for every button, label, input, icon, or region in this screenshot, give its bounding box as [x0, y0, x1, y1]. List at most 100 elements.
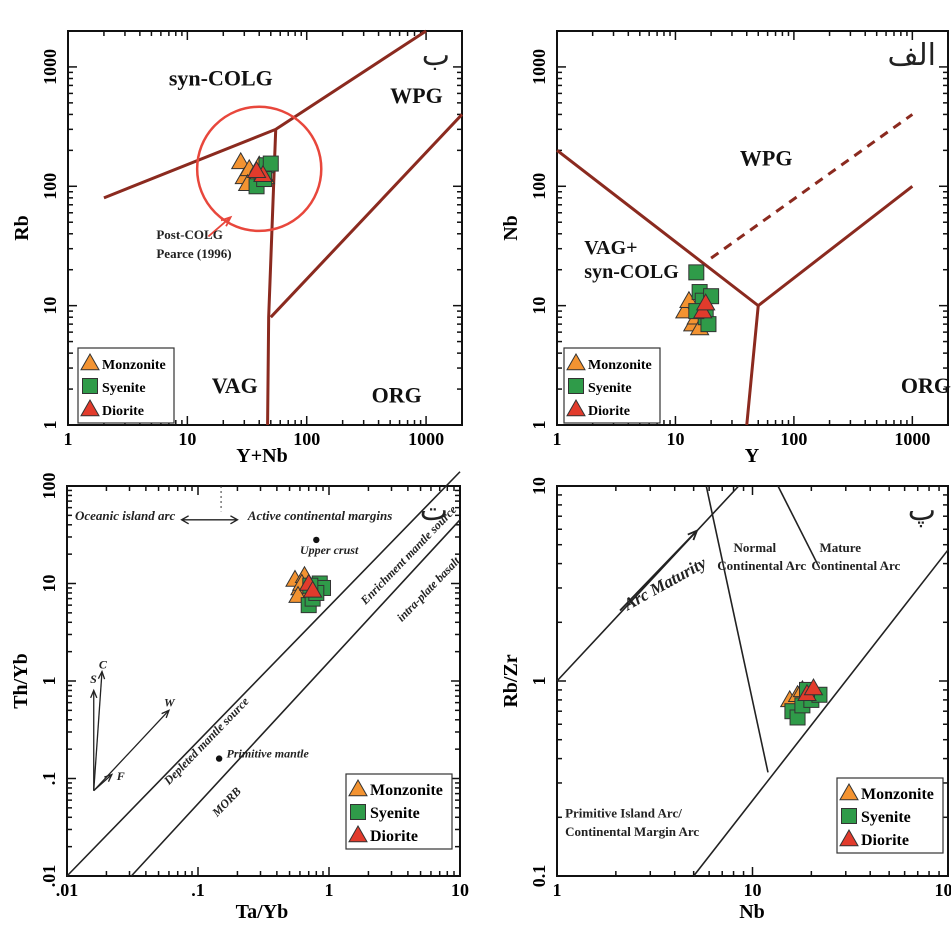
- field-label: VAG: [212, 373, 258, 398]
- y-axis-title: Nb: [500, 215, 522, 241]
- legend-marker: [566, 352, 586, 371]
- legend-label: Monzonite: [588, 358, 652, 373]
- panel-letter: ب: [422, 38, 450, 73]
- legend-label: Diorite: [588, 404, 630, 419]
- vector-line: [93, 773, 113, 792]
- field-label: ORG: [901, 373, 951, 398]
- annotation: Continental Arc: [811, 558, 900, 573]
- boundary-line: [556, 485, 740, 682]
- legend-marker: [841, 808, 857, 824]
- y-tick-label: 10: [40, 297, 60, 315]
- legend-label: Monzonite: [370, 782, 443, 799]
- y-tick-label: 10: [529, 297, 549, 315]
- boundary-line: [705, 485, 769, 773]
- legend-label: Diorite: [370, 828, 418, 845]
- legend-marker: [348, 824, 368, 843]
- legend-marker: [839, 828, 859, 847]
- x-tick-label: 1: [325, 880, 334, 900]
- legend-marker: [839, 782, 859, 801]
- annotation: Oceanic island arc: [75, 508, 176, 523]
- y-tick-label: 100: [39, 473, 59, 500]
- legend-marker: [82, 378, 98, 394]
- annotation: Active continental margins: [247, 508, 392, 523]
- legend-label: Syenite: [102, 381, 146, 396]
- x-tick-label: 100: [780, 429, 807, 449]
- vector-line: [93, 671, 103, 791]
- legend-label: Monzonite: [861, 786, 934, 803]
- diorite-point: [803, 678, 824, 696]
- arrow-head: [220, 215, 233, 227]
- annotation: Primitive mantle: [226, 746, 309, 760]
- legend-marker: [566, 398, 586, 417]
- field-label: VAG+: [584, 237, 637, 259]
- annotation: Pearce (1996): [156, 246, 231, 261]
- x-axis-title: Nb: [739, 901, 765, 923]
- y-tick-label: 10: [529, 477, 549, 495]
- x-tick-label: .1: [191, 880, 205, 900]
- vector-head: [104, 773, 114, 782]
- x-tick-label: 1: [553, 880, 562, 900]
- boundary-line: [777, 485, 821, 569]
- annotation: Mature: [819, 540, 861, 555]
- panel-letter: پ: [908, 493, 936, 528]
- legend: Monzonite Syenite Diorite: [77, 347, 175, 424]
- panel-letter: ت: [420, 493, 448, 528]
- x-tick-label: 100: [935, 880, 951, 900]
- legend-label: Diorite: [102, 404, 144, 419]
- double-arrow-head: [230, 515, 239, 525]
- panel-letter: الف: [887, 38, 936, 73]
- y-tick-label: 100: [40, 173, 60, 200]
- boundary-line: [66, 471, 461, 877]
- y-tick-label: 0.1: [529, 865, 549, 888]
- arrow-line: [207, 216, 232, 238]
- y-tick-label: 1000: [40, 49, 60, 85]
- annotation: Primitive Island Arc/: [565, 805, 682, 820]
- annotation: C: [99, 657, 108, 671]
- diorite-point: [695, 293, 716, 311]
- x-axis-title: Ta/Yb: [236, 901, 289, 923]
- post-colg-circle: [195, 105, 323, 233]
- legend-marker: [350, 804, 366, 820]
- annotation: Normal: [734, 540, 777, 555]
- annotation: Post-COLG: [156, 227, 222, 242]
- field-label: WPG: [740, 145, 793, 170]
- boundary-line: [693, 549, 949, 877]
- y-tick-label: 1: [39, 677, 59, 686]
- boundary-line: [266, 129, 278, 426]
- arrow-head: [687, 529, 699, 541]
- annotation: Continental Arc: [717, 558, 806, 573]
- legend-label: Syenite: [861, 809, 911, 826]
- y-axis-title: Rb: [11, 215, 33, 241]
- panel-b: 1 10 100 1000 1 10 100 1000 Y+Nb Rb syn-COLG WPG VAG…: [11, 29, 464, 467]
- boundary-line: [130, 519, 461, 877]
- syenite-point: [688, 264, 705, 281]
- y-tick-label: .1: [39, 772, 59, 786]
- syenite-point: [262, 155, 279, 172]
- legend-label: Syenite: [370, 805, 420, 822]
- field-label: WPG: [390, 83, 443, 108]
- boundary-line: [269, 113, 464, 319]
- reference-dot: [313, 536, 320, 544]
- x-axis-title: Y: [745, 445, 760, 467]
- reference-dot: [215, 755, 223, 762]
- legend-marker: [80, 352, 100, 371]
- annotation: W: [164, 695, 176, 709]
- annotation: F: [116, 769, 125, 783]
- x-axis-title: Y+Nb: [236, 445, 287, 467]
- y-axis-title: Rb/Zr: [500, 654, 522, 707]
- x-tick-label: .01: [56, 880, 79, 900]
- field-label: syn-COLG: [584, 261, 679, 283]
- boundary-line: [745, 305, 760, 426]
- legend-label: Syenite: [588, 381, 632, 396]
- x-tick-label: 10: [744, 880, 762, 900]
- panel-te: .01 .1 1 10 .01 .1 1 10 100 Ta/Yb Th/Yb Oceanic isl…: [10, 471, 469, 923]
- vector-head: [161, 709, 171, 719]
- y-tick-label: 100: [529, 173, 549, 200]
- legend-marker: [568, 378, 584, 394]
- x-tick-label: 100: [293, 429, 320, 449]
- x-tick-label: 10: [666, 429, 684, 449]
- y-tick-label: 1: [40, 421, 60, 430]
- diorite-point: [246, 160, 267, 178]
